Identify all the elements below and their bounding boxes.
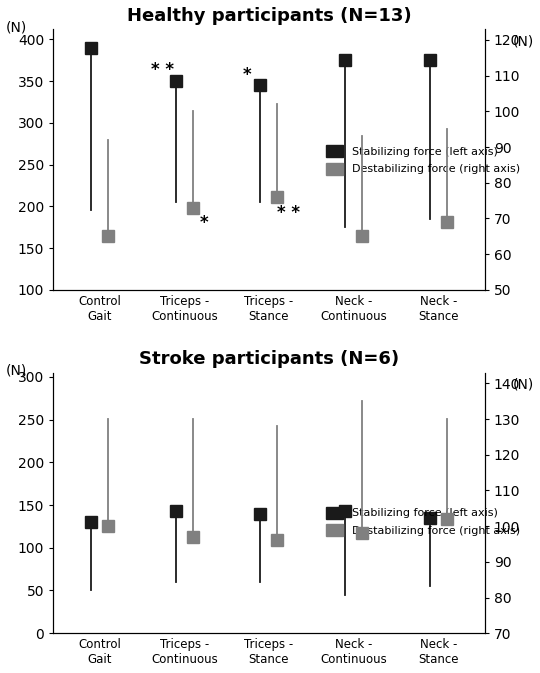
Y-axis label: (N): (N)	[513, 378, 534, 392]
Text: * *: * *	[277, 204, 300, 221]
Text: *: *	[242, 65, 251, 83]
Title: Healthy participants (N=13): Healthy participants (N=13)	[127, 7, 411, 25]
Text: * *: * *	[151, 61, 174, 79]
Title: Stroke participants (N=6): Stroke participants (N=6)	[139, 351, 399, 368]
Y-axis label: (N): (N)	[6, 20, 27, 34]
Y-axis label: (N): (N)	[6, 364, 27, 378]
Text: *: *	[199, 215, 208, 232]
Legend: Stabilizing force (left axis), Destabilizing force (right axis): Stabilizing force (left axis), Destabili…	[326, 145, 520, 175]
Y-axis label: (N): (N)	[513, 34, 534, 48]
Legend: Stabilizing force (left axis), Destabilizing force (right axis): Stabilizing force (left axis), Destabili…	[326, 507, 520, 536]
